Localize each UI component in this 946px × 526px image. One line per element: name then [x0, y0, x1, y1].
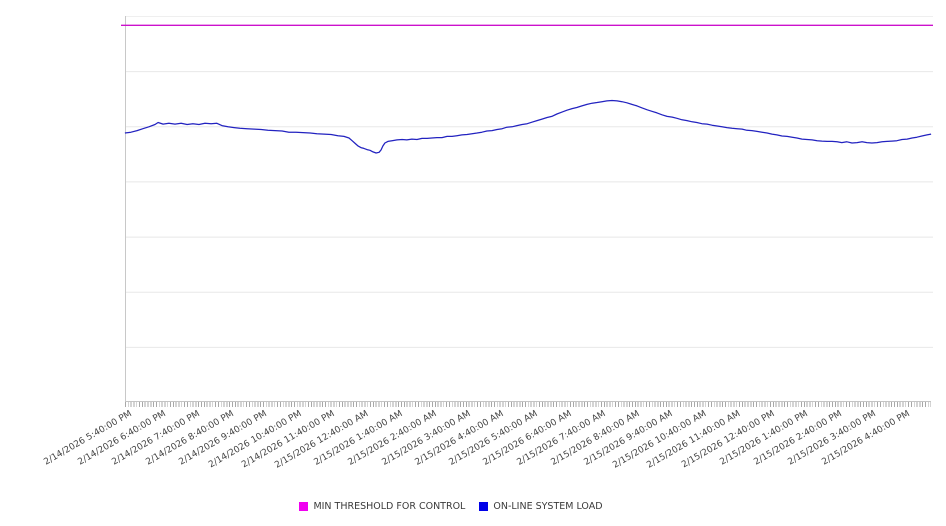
- legend-item-threshold: MIN THRESHOLD FOR CONTROL: [299, 501, 465, 512]
- x-axis-minor-ticks: [125, 402, 931, 407]
- load-legend-label: ON-LINE SYSTEM LOAD: [493, 500, 603, 512]
- gridlines: [125, 16, 933, 348]
- chart-canvas: [121, 16, 933, 402]
- threshold-legend-swatch: [299, 501, 309, 511]
- load-line: [124, 99, 932, 154]
- legend-item-load: ON-LINE SYSTEM LOAD: [479, 500, 603, 512]
- plot-area: [121, 16, 933, 402]
- legend: MIN THRESHOLD FOR CONTROL ON-LINE SYSTEM…: [0, 498, 946, 514]
- load-legend-swatch: [479, 501, 489, 511]
- threshold-legend-label: MIN THRESHOLD FOR CONTROL: [313, 500, 466, 512]
